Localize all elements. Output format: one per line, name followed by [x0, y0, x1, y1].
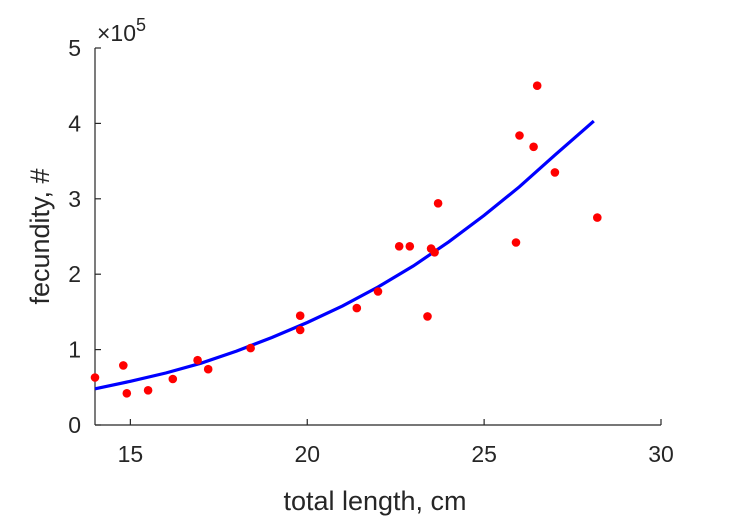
plot-area — [90, 81, 602, 398]
x-tick-label: 25 — [471, 441, 497, 467]
y-exponent-power: 5 — [136, 15, 146, 35]
data-point — [168, 374, 178, 384]
axes: 15 20 25 30 0 1 2 3 4 5 — [68, 35, 674, 467]
x-tick-label: 20 — [294, 441, 320, 467]
y-tick-label: 4 — [68, 110, 81, 136]
data-point — [550, 168, 560, 177]
y-axis-title: fecundity, # — [25, 168, 55, 304]
y-axis-exponent-label: ×105 — [97, 15, 146, 46]
data-point — [193, 355, 202, 365]
data-point — [373, 287, 383, 296]
x-tick-label: 30 — [648, 441, 674, 467]
y-tick-label: 5 — [68, 35, 81, 61]
data-point — [405, 242, 415, 251]
data-point — [515, 131, 524, 140]
y-tick-label: 3 — [68, 186, 81, 212]
data-point — [430, 248, 439, 257]
data-point — [593, 213, 602, 222]
data-point — [532, 81, 542, 90]
data-point — [394, 242, 404, 251]
data-point — [295, 325, 305, 335]
y-tick-label: 1 — [68, 337, 81, 363]
data-point — [246, 343, 255, 353]
y-exponent-prefix: ×10 — [97, 20, 136, 46]
data-point — [295, 311, 305, 321]
data-point — [122, 389, 132, 398]
data-point — [203, 364, 213, 374]
fit-curve — [94, 119, 595, 391]
data-point — [529, 142, 538, 152]
x-axis-title: total length, cm — [283, 486, 466, 516]
data-point — [352, 303, 362, 313]
x-tick-label: 15 — [118, 441, 144, 467]
data-point — [511, 238, 521, 247]
y-tick-label: 0 — [68, 412, 81, 438]
data-point — [90, 373, 100, 382]
data-point — [433, 199, 443, 208]
data-point — [119, 361, 128, 370]
y-tick-label: 2 — [68, 261, 81, 287]
data-point — [423, 312, 432, 321]
data-point — [143, 386, 153, 395]
